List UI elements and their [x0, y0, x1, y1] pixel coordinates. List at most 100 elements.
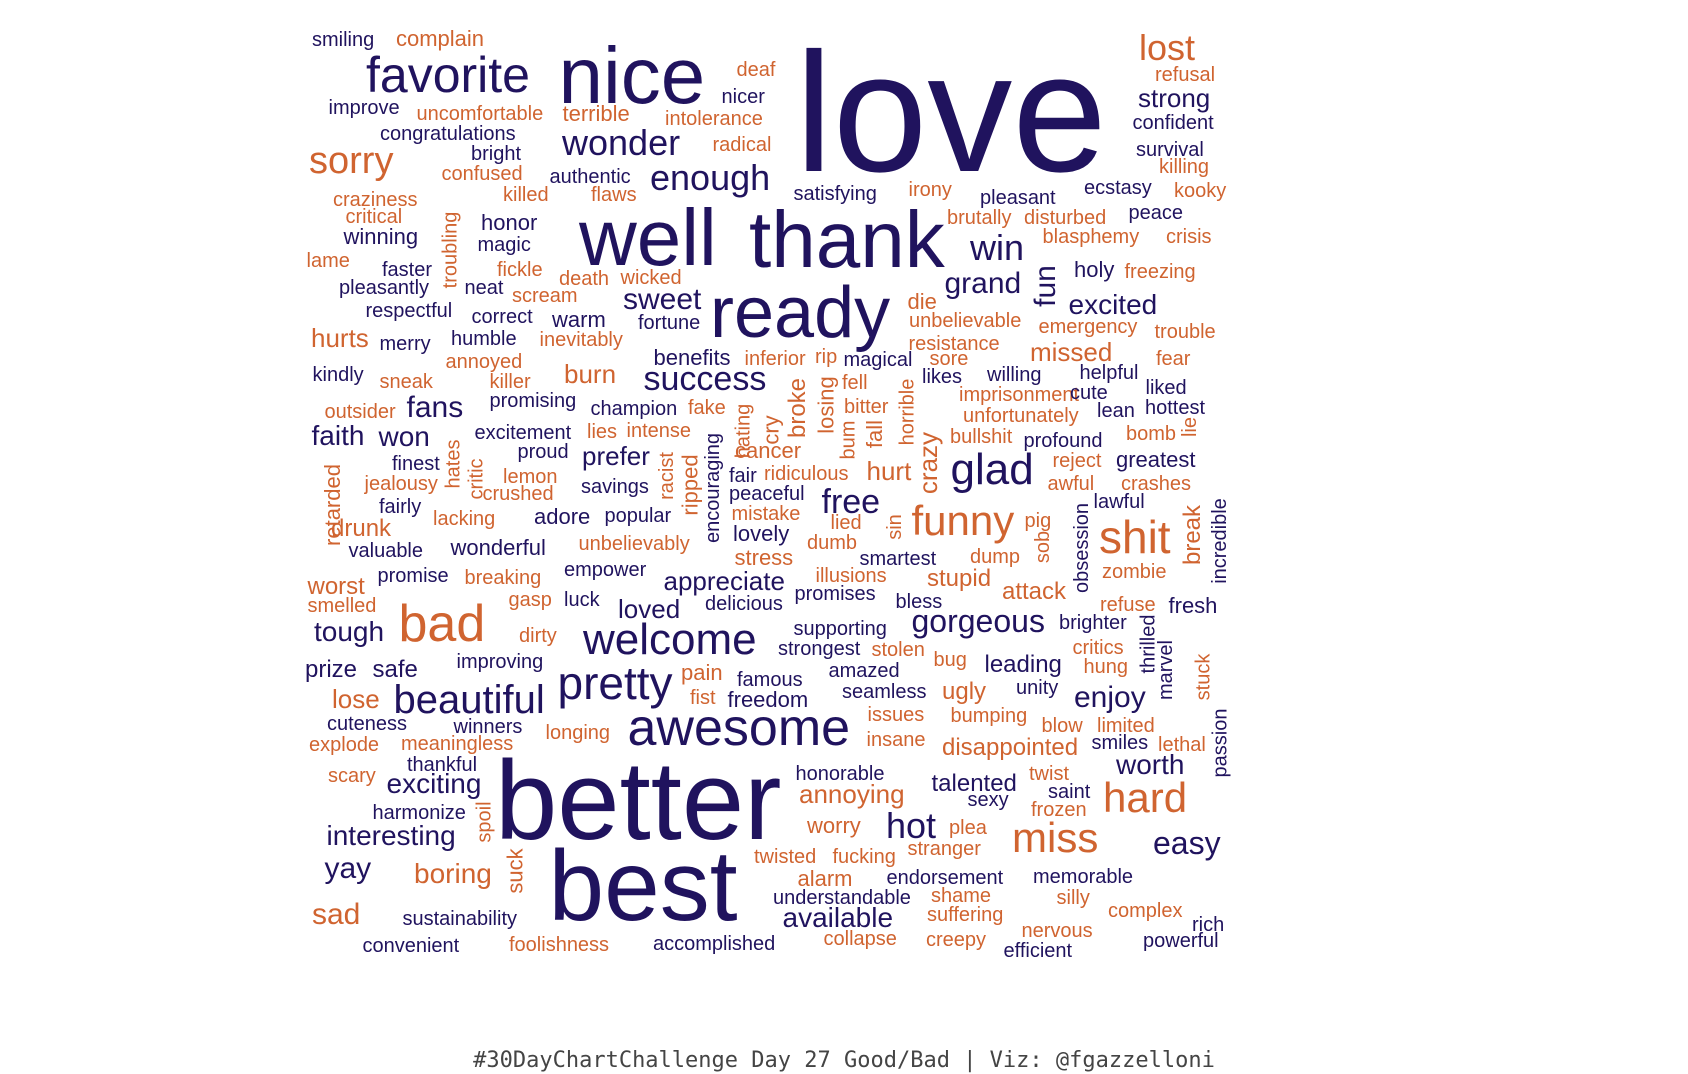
word-stupid: stupid: [927, 565, 992, 592]
word-bomb: bomb: [1126, 423, 1177, 445]
word-critical: critical: [345, 206, 403, 228]
word-crazy: crazy: [913, 431, 944, 495]
word-miss: miss: [1012, 814, 1099, 861]
word-bitter: bitter: [844, 396, 889, 418]
word-bum: bum: [836, 420, 859, 460]
word-yay: yay: [324, 852, 372, 885]
word-winners: winners: [453, 716, 523, 738]
word-grand: grand: [944, 267, 1022, 300]
word-missed: missed: [1030, 337, 1113, 367]
word-delicious: delicious: [705, 593, 783, 615]
word-finest: finest: [392, 453, 440, 475]
word-efficient: efficient: [1003, 940, 1073, 962]
word-gasp: gasp: [508, 589, 552, 611]
word-worst: worst: [307, 573, 365, 600]
word-incredible: incredible: [1208, 498, 1231, 584]
word-leading: leading: [984, 651, 1062, 678]
word-pretty: pretty: [557, 657, 673, 709]
word-worry: worry: [807, 813, 861, 838]
word-hung: hung: [1083, 656, 1129, 678]
word-convenient: convenient: [362, 935, 460, 957]
word-love: love: [795, 18, 1107, 208]
word-losing: losing: [813, 376, 839, 434]
word-resistance: resistance: [908, 333, 1000, 355]
word-faster: faster: [382, 259, 433, 281]
word-sore: sore: [929, 348, 969, 370]
word-craziness: craziness: [333, 189, 418, 211]
word-issues: issues: [867, 704, 925, 726]
word-interesting: interesting: [326, 820, 456, 851]
word-rich: rich: [1192, 914, 1225, 936]
word-complex: complex: [1108, 900, 1183, 922]
word-harmonize: harmonize: [372, 802, 466, 824]
word-inevitably: inevitably: [539, 329, 623, 351]
word-favorite: favorite: [366, 47, 530, 103]
word-suck: suck: [502, 848, 528, 894]
word-survival: survival: [1136, 139, 1204, 161]
word-intense: intense: [626, 420, 692, 442]
word-holy: holy: [1074, 257, 1115, 282]
word-endorsement: endorsement: [886, 867, 1004, 889]
word-wonderful: wonderful: [450, 535, 546, 560]
word-honorable: honorable: [795, 763, 885, 785]
word-terrible: terrible: [562, 101, 630, 126]
word-beautiful: beautiful: [393, 678, 545, 722]
word-fear: fear: [1156, 348, 1191, 370]
word-jealousy: jealousy: [364, 473, 438, 495]
word-available: available: [782, 902, 894, 933]
word-scary: scary: [328, 765, 376, 787]
word-respectful: respectful: [365, 300, 453, 322]
word-pleasantly: pleasantly: [339, 277, 430, 299]
word-peaceful: peaceful: [729, 483, 805, 505]
word-merry: merry: [379, 333, 431, 355]
word-willing: willing: [987, 364, 1042, 386]
word-unbelievably: unbelievably: [578, 533, 690, 555]
word-sneak: sneak: [379, 371, 433, 393]
word-cute: cute: [1070, 382, 1108, 404]
word-twisted: twisted: [754, 846, 817, 868]
word-collapse: collapse: [823, 928, 897, 950]
word-famous: famous: [737, 669, 803, 691]
word-frozen: frozen: [1031, 799, 1087, 821]
word-improving: improving: [456, 651, 544, 673]
word-easy: easy: [1153, 825, 1221, 861]
word-well: well: [579, 193, 717, 282]
word-lose: lose: [332, 684, 380, 714]
word-promises: promises: [794, 583, 876, 605]
word-dirty: dirty: [519, 625, 557, 647]
word-bumping: bumping: [950, 705, 1028, 727]
word-marvel: marvel: [1155, 639, 1178, 701]
word-champion: champion: [590, 398, 678, 420]
word-refuse: refuse: [1100, 594, 1156, 616]
word-boring: boring: [414, 858, 492, 889]
word-promise: promise: [377, 565, 449, 587]
word-appreciate: appreciate: [663, 566, 785, 596]
word-crisis: crisis: [1166, 226, 1212, 248]
word-retarded: retarded: [319, 464, 345, 546]
word-thank: thank: [749, 195, 945, 284]
word-blow: blow: [1041, 715, 1083, 737]
word-magical: magical: [843, 349, 913, 371]
word-longing: longing: [545, 722, 611, 744]
word-hurt: hurt: [866, 456, 912, 486]
word-stuck: stuck: [1191, 653, 1214, 701]
word-brutally: brutally: [947, 207, 1012, 229]
word-explode: explode: [309, 734, 380, 756]
word-kooky: kooky: [1174, 180, 1227, 202]
word-pleasant: pleasant: [980, 187, 1056, 209]
caption: #30DayChartChallenge Day 27 Good/Bad | V…: [473, 1048, 1215, 1073]
word-disturbed: disturbed: [1024, 207, 1107, 229]
word-fresh: fresh: [1168, 593, 1218, 618]
word-neat: neat: [464, 277, 504, 299]
word-fell: fell: [842, 372, 868, 394]
word-smiling: smiling: [312, 29, 375, 51]
word-die: die: [907, 289, 937, 314]
word-profound: profound: [1023, 430, 1103, 452]
word-nicer: nicer: [721, 86, 765, 108]
word-hot: hot: [886, 805, 937, 846]
word-illusions: illusions: [815, 565, 887, 587]
word-dump: dump: [970, 546, 1021, 568]
word-win: win: [970, 227, 1025, 268]
word-silly: silly: [1056, 887, 1090, 909]
